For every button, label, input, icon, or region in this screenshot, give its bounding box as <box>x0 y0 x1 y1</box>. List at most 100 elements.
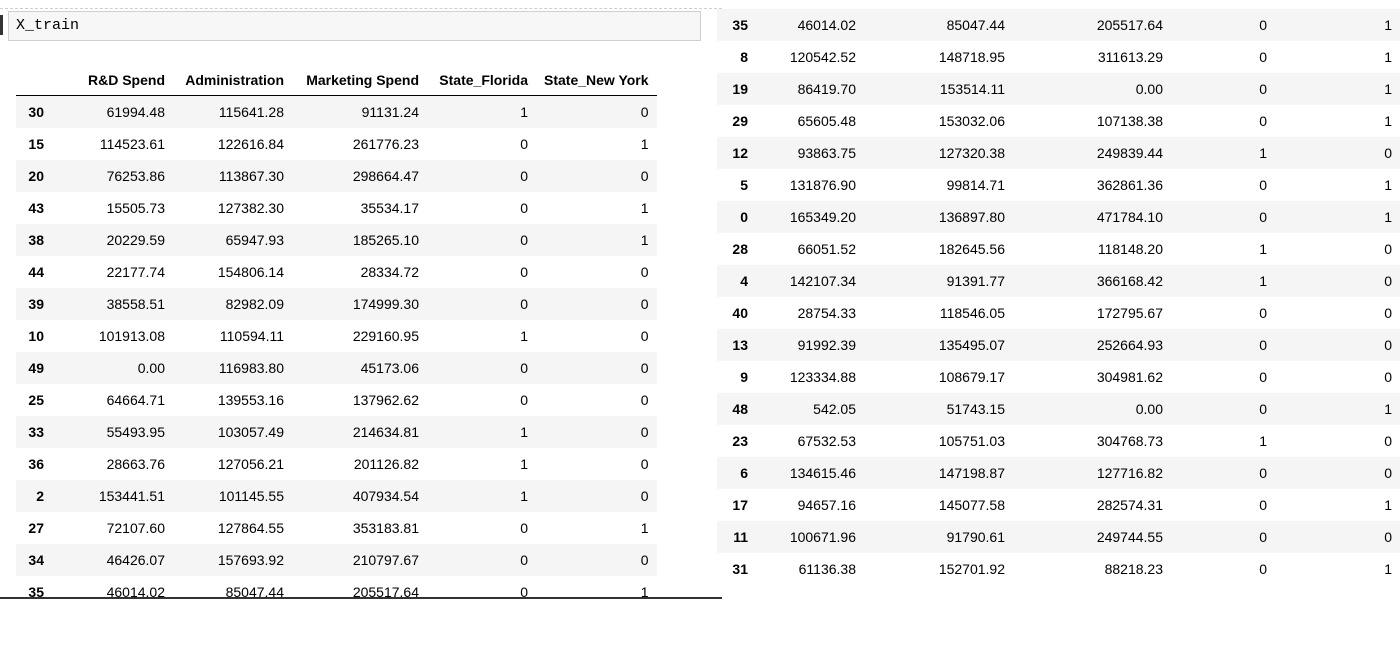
row-index: 31 <box>732 561 748 577</box>
table-cell: 65605.48 <box>797 113 856 129</box>
table-cell: 1 <box>1384 113 1392 129</box>
table-cell: 1 <box>1259 145 1267 161</box>
table-cell: 1 <box>520 456 528 472</box>
table-header-row: R&D Spend Administration Marketing Spend… <box>16 64 657 96</box>
table-cell: 1 <box>640 232 649 248</box>
left-screenshot-panel: X_train R&D Spend Administration Marketi… <box>0 0 722 599</box>
dataframe-table-right: 35 46014.02 85047.44 205517.64 0 1 8 120542.52 1… <box>717 9 1400 585</box>
table-cell: 0 <box>640 424 649 440</box>
table-cell: 148718.95 <box>938 49 1005 65</box>
table-cell: 201126.82 <box>353 456 419 472</box>
table-row: 36 28663.76 127056.21 201126.82 1 0 <box>16 448 657 480</box>
table-cell: 22177.74 <box>106 264 165 280</box>
table-cell: 113867.30 <box>218 168 284 184</box>
panel-bottom-border <box>0 597 722 599</box>
table-cell: 0 <box>1259 529 1267 545</box>
table-row: 25 64664.71 139553.16 137962.62 0 0 <box>16 384 657 416</box>
table-cell: 136897.80 <box>938 209 1005 225</box>
row-index: 17 <box>732 497 748 513</box>
table-cell: 28754.33 <box>797 305 856 321</box>
row-index: 19 <box>732 81 748 97</box>
table-row: 35 46014.02 85047.44 205517.64 0 1 <box>16 576 657 599</box>
table-cell: 157693.92 <box>217 552 284 568</box>
table-cell: 282574.31 <box>1096 497 1163 513</box>
table-cell: 114523.61 <box>99 136 165 152</box>
table-cell: 0.00 <box>1135 81 1163 97</box>
table-cell: 1 <box>1259 433 1267 449</box>
table-cell: 127382.30 <box>217 200 284 216</box>
table-cell: 0 <box>1384 241 1392 257</box>
table-cell: 311613.29 <box>1097 49 1163 65</box>
table-row: 4 142107.34 91391.77 366168.42 1 0 <box>717 265 1400 297</box>
table-cell: 45173.06 <box>360 360 419 376</box>
table-cell: 152701.92 <box>938 561 1005 577</box>
row-index: 11 <box>733 529 748 545</box>
table-cell: 0 <box>520 552 528 568</box>
table-cell: 145077.58 <box>938 497 1005 513</box>
table-cell: 0 <box>520 168 528 184</box>
table-cell: 15505.73 <box>106 200 165 216</box>
table-cell: 88218.23 <box>1104 561 1163 577</box>
row-index: 6 <box>740 465 748 481</box>
table-cell: 0 <box>520 392 528 408</box>
table-cell: 100671.96 <box>789 529 856 545</box>
table-cell: 0 <box>640 264 649 280</box>
row-index: 34 <box>28 552 44 568</box>
table-cell: 0 <box>1259 497 1267 513</box>
column-header: Marketing Spend <box>292 64 427 96</box>
row-index: 12 <box>732 145 748 161</box>
code-cell-input[interactable]: X_train <box>8 11 701 41</box>
row-index: 40 <box>732 305 748 321</box>
table-cell: 0 <box>640 296 649 312</box>
table-cell: 46014.02 <box>106 584 165 599</box>
table-cell: 91992.39 <box>797 337 856 353</box>
table-cell: 105751.03 <box>938 433 1005 449</box>
row-index: 2 <box>36 488 44 504</box>
table-cell: 118148.20 <box>1097 241 1163 257</box>
table-cell: 20229.59 <box>106 232 165 248</box>
table-row: 33 55493.95 103057.49 214634.81 1 0 <box>16 416 657 448</box>
table-cell: 1 <box>640 136 649 152</box>
table-row: 31 61136.38 152701.92 88218.23 0 1 <box>717 553 1400 585</box>
table-cell: 252664.93 <box>1096 337 1163 353</box>
row-index: 49 <box>28 360 44 376</box>
table-cell: 0 <box>1259 17 1267 33</box>
table-cell: 210797.67 <box>352 552 419 568</box>
table-cell: 1 <box>1384 561 1392 577</box>
table-cell: 1 <box>1259 241 1267 257</box>
table-row: 9 123334.88 108679.17 304981.62 0 0 <box>717 361 1400 393</box>
table-row: 23 67532.53 105751.03 304768.73 1 0 <box>717 425 1400 457</box>
table-cell: 0 <box>640 488 649 504</box>
table-cell: 0 <box>1384 145 1392 161</box>
table-cell: 66051.52 <box>797 241 856 257</box>
cell-top-divider <box>0 8 722 9</box>
table-cell: 542.05 <box>813 401 856 417</box>
table-cell: 165349.20 <box>789 209 856 225</box>
table-cell: 249744.55 <box>1096 529 1163 545</box>
column-header: State_New York <box>536 64 657 96</box>
table-cell: 0.00 <box>1135 401 1163 417</box>
table-cell: 366168.42 <box>1096 273 1163 289</box>
table-cell: 142107.34 <box>789 273 856 289</box>
table-row: 43 15505.73 127382.30 35534.17 0 1 <box>16 192 657 224</box>
table-cell: 0 <box>1384 305 1392 321</box>
table-row: 10 101913.08 110594.11 229160.95 1 0 <box>16 320 657 352</box>
table-row: 12 93863.75 127320.38 249839.44 1 0 <box>717 137 1400 169</box>
table-cell: 91790.61 <box>946 529 1005 545</box>
table-row: 2 153441.51 101145.55 407934.54 1 0 <box>16 480 657 512</box>
table-row: 44 22177.74 154806.14 28334.72 0 0 <box>16 256 657 288</box>
table-cell: 471784.10 <box>1096 209 1163 225</box>
table-cell: 101145.55 <box>218 488 284 504</box>
table-cell: 0 <box>1259 337 1267 353</box>
table-cell: 0 <box>1259 305 1267 321</box>
row-index: 4 <box>740 273 748 289</box>
row-index: 25 <box>28 392 44 408</box>
table-cell: 0 <box>1384 433 1392 449</box>
table-cell: 174999.30 <box>352 296 419 312</box>
dataframe-table-left: R&D Spend Administration Marketing Spend… <box>16 64 657 599</box>
table-cell: 304768.73 <box>1096 433 1163 449</box>
table-cell: 1 <box>640 520 649 536</box>
table-cell: 28663.76 <box>106 456 165 472</box>
table-cell: 0 <box>520 296 528 312</box>
row-index: 23 <box>732 433 748 449</box>
